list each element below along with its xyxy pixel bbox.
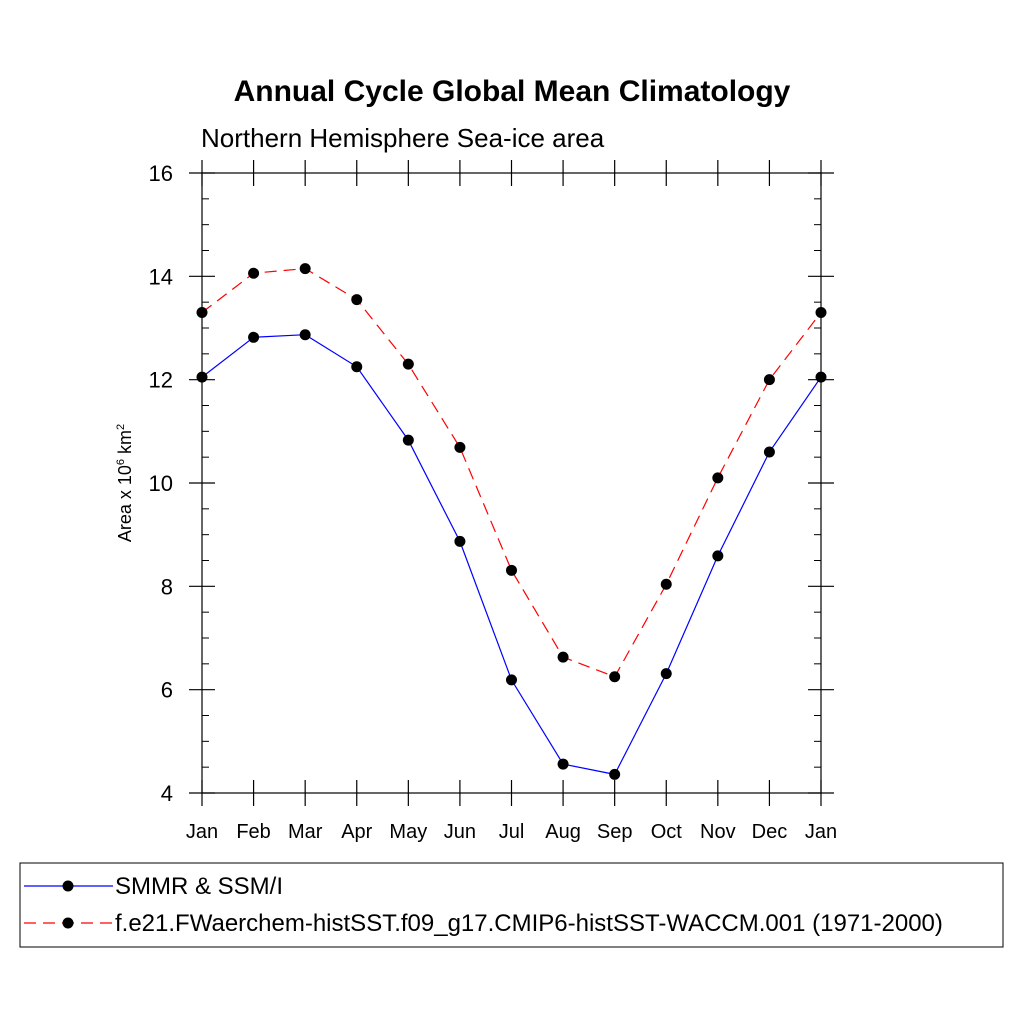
y-axis-label-unit: km — [115, 430, 135, 459]
plot-frame — [201, 172, 822, 794]
x-tick-label: Mar — [288, 821, 323, 843]
legend-label: SMMR & SSM/I — [115, 873, 283, 900]
chart-title: Annual Cycle Global Mean Climatology — [234, 75, 791, 108]
data-point — [660, 668, 672, 680]
data-point — [506, 674, 517, 686]
y-tick-label: 4 — [161, 781, 173, 806]
series-2 — [196, 263, 827, 683]
x-tick-label: Apr — [341, 821, 372, 843]
axis-ticks: 4 6 8 10 12 14 16 Jan Feb Mar Apr May Jun Jul Aug Sep Oc… — [149, 160, 837, 843]
data-point — [454, 535, 466, 547]
data-point — [506, 564, 517, 576]
data-point — [299, 263, 311, 275]
x-tick-label: Jul — [499, 821, 525, 843]
y-axis-label-prefix: Area x 10 — [115, 465, 135, 542]
x-tick-label: Jan — [186, 821, 218, 843]
x-tick-label: Jan — [805, 821, 837, 843]
chart-subtitle: Northern Hemisphere Sea-ice area — [201, 123, 605, 153]
y-tick-label: 16 — [149, 161, 173, 186]
data-point — [402, 434, 414, 446]
legend-marker — [62, 880, 74, 892]
data-point — [351, 361, 363, 373]
data-point — [402, 358, 414, 370]
y-tick-label: 6 — [161, 678, 173, 703]
x-tick-label: Feb — [236, 821, 270, 843]
data-point — [248, 267, 260, 279]
y-axis-label: Area x 106 km2 — [115, 424, 135, 542]
data-point — [609, 768, 621, 780]
legend: SMMR & SSM/I f.e21.FWaerchem-histSST.f09_… — [19, 862, 1004, 948]
y-axis-label-exponent: 6 — [115, 459, 127, 465]
data-point — [557, 758, 569, 770]
data-point — [557, 651, 569, 663]
data-point — [299, 329, 311, 341]
x-tick-label: Aug — [545, 821, 581, 843]
x-tick-label: Nov — [700, 821, 736, 843]
data-point — [712, 550, 724, 562]
data-point — [660, 578, 672, 590]
data-point — [763, 446, 775, 458]
y-tick-label: 12 — [149, 368, 173, 393]
data-point — [351, 294, 363, 306]
x-tick-label: Dec — [752, 821, 788, 843]
y-axis-label-unit-exponent: 2 — [115, 424, 127, 430]
data-point — [454, 441, 466, 453]
legend-marker — [62, 917, 74, 929]
y-tick-label: 8 — [161, 574, 173, 599]
y-tick-label: 14 — [149, 264, 173, 289]
data-point — [712, 472, 724, 484]
data-point — [763, 374, 775, 386]
x-tick-label: Jun — [444, 821, 476, 843]
x-tick-label: Oct — [651, 821, 683, 843]
legend-box — [19, 862, 1004, 948]
x-tick-label: Sep — [597, 821, 633, 843]
legend-label: f.e21.FWaerchem-histSST.f09_g17.CMIP6-hi… — [115, 910, 943, 937]
data-point — [248, 331, 260, 343]
series-1 — [196, 329, 827, 780]
x-tick-label: May — [389, 821, 427, 843]
data-series — [196, 263, 827, 780]
data-point — [609, 671, 621, 683]
y-tick-label: 10 — [149, 471, 173, 496]
